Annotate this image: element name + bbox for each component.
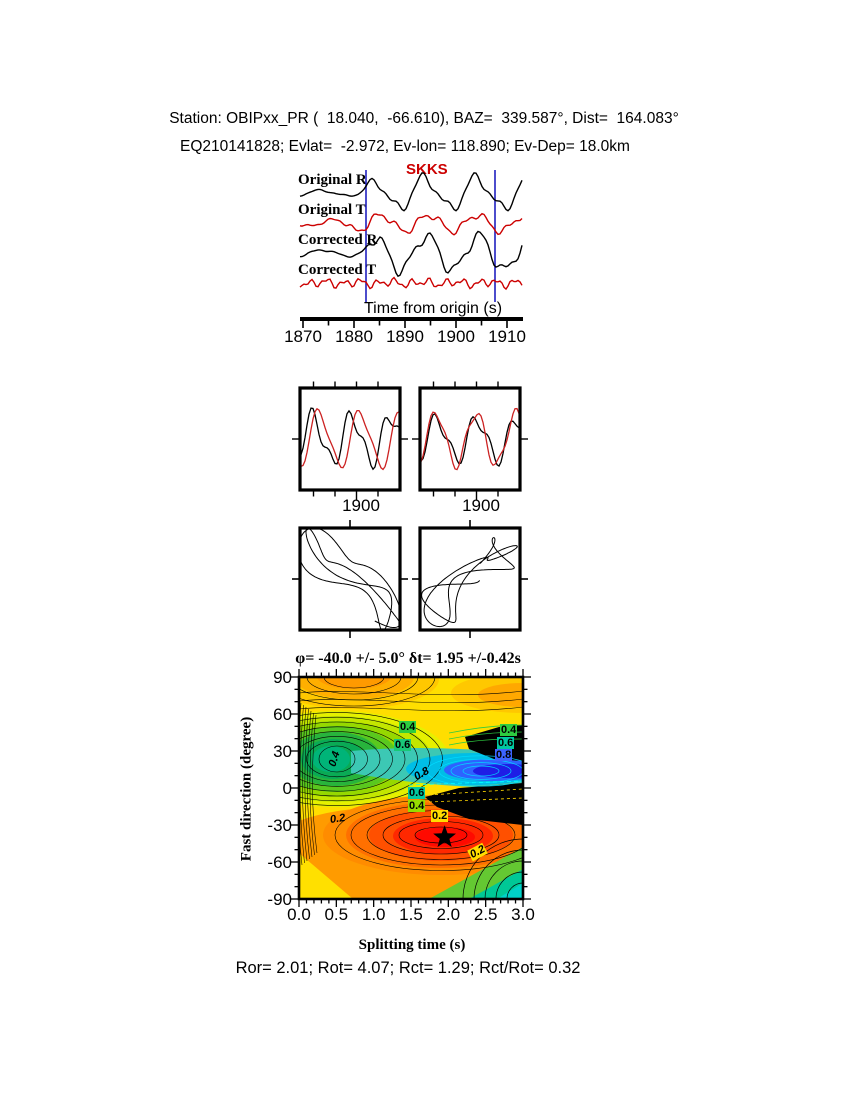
- particle-motion-corrected: [421, 537, 518, 628]
- contour-ytick-label: -60: [267, 853, 292, 872]
- contour-level-label: 0.6: [408, 787, 426, 800]
- contour-level-label: 0.8: [495, 749, 513, 762]
- contour-ytick-label: 30: [273, 742, 292, 761]
- contour-ytick-label: -30: [267, 816, 292, 835]
- station-header-line: Station: OBIPxx_PR ( 18.040, -66.610), B…: [169, 110, 679, 127]
- contour-lines: [299, 677, 523, 899]
- contour-level-label: 0.4: [399, 721, 417, 734]
- contour-ytick-label: 60: [273, 705, 292, 724]
- phase-label: SKKS: [406, 161, 448, 178]
- contour-xlabel: Splitting time (s): [358, 937, 466, 953]
- overlay-panel-left-frame: [298, 386, 402, 492]
- overlay-panel-right-frame: [418, 386, 522, 492]
- quality-ratios-footer: Ror= 2.01; Rot= 4.07; Rct= 1.29; Rct/Rot…: [235, 959, 581, 977]
- contour-level-label: 0.4: [408, 800, 426, 813]
- event-header-line: EQ210141828; Evlat= -2.972, Ev-lon= 118.…: [180, 138, 630, 155]
- trace-label-corrected-r: Corrected R: [298, 232, 378, 248]
- original-t-trace: [299, 212, 523, 236]
- contour-xtick-label: 0.0: [287, 905, 311, 924]
- trace-label-original-r: Original R: [298, 172, 367, 188]
- contour-ylabel: Fast direction (degree): [238, 716, 255, 862]
- contour-level-label: 0.2: [329, 811, 347, 827]
- contour-ytick-label: 90: [273, 668, 292, 687]
- time-axis-label: Time from origin (s): [363, 300, 503, 317]
- time-axis-tick-label: 1910: [488, 327, 526, 346]
- trace-label-corrected-t: Corrected T: [298, 262, 377, 278]
- corrected-r-trace: [299, 230, 523, 278]
- contour-level-label: 0.6: [497, 737, 515, 750]
- uncorrected-fast-wave: [301, 407, 399, 471]
- contour-level-label: 0.4: [500, 724, 518, 737]
- contour-level-label: 0.6: [394, 739, 412, 752]
- time-axis: [300, 317, 523, 328]
- time-axis-tick-label: 1890: [386, 327, 424, 346]
- corrected-slow-wave: [421, 407, 519, 471]
- contour-xtick-label: 2.5: [473, 905, 498, 924]
- contour-title: φ= -40.0 +/- 5.0° δt= 1.95 +/-0.42s: [295, 650, 521, 667]
- component-overlay-panels: [292, 381, 528, 500]
- corrected-t-trace: [299, 276, 523, 291]
- contour-frame: [297, 675, 525, 901]
- corrected-fast-wave: [421, 413, 519, 467]
- contour-level-label: 0.2: [431, 810, 449, 823]
- contour-ytick-label: -90: [267, 890, 292, 909]
- time-axis-tick-label: 1880: [335, 327, 373, 346]
- particle-motion-panels: [292, 520, 528, 638]
- particle-motion-original: [301, 529, 399, 629]
- overlay-panel-tick-label: 1900: [342, 496, 380, 515]
- time-axis-tick-label: 1870: [284, 327, 322, 346]
- particle-panel-left-frame: [298, 526, 402, 632]
- original-r-trace: [299, 172, 523, 212]
- contour-ytick-label: 0: [282, 779, 292, 798]
- contour-xtick-label: 1.5: [399, 905, 423, 924]
- contour-xtick-label: 3.0: [511, 905, 535, 924]
- time-axis-ticks: [302, 321, 508, 328]
- best-fit-star-marker: [433, 825, 456, 847]
- contour-xtick-label: 2.0: [436, 905, 461, 924]
- trace-label-original-t: Original T: [298, 202, 366, 218]
- contour-xtick-label: 0.5: [324, 905, 349, 924]
- overlay-panel-ticks: [292, 381, 528, 500]
- overlay-panel-tick-label: 1900: [462, 496, 500, 515]
- error-surface-contour-plot: [291, 669, 531, 907]
- time-axis-tick-label: 1900: [437, 327, 475, 346]
- waveform-traces-panel: [299, 170, 523, 302]
- particle-panel-right-frame: [418, 526, 522, 632]
- contour-xtick-label: 1.0: [361, 905, 386, 924]
- uncorrected-slow-wave: [301, 407, 399, 471]
